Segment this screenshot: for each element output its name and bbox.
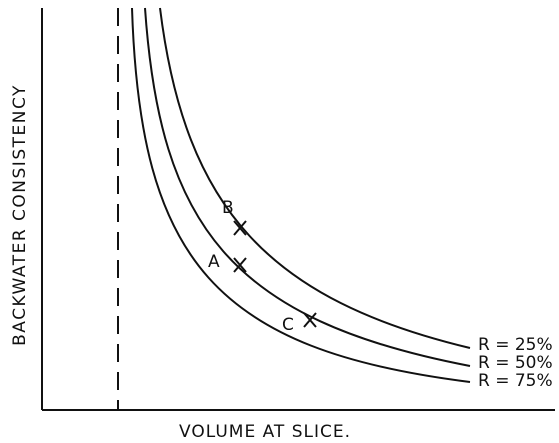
y-axis-label: BACKWATER CONSISTENCY (10, 84, 30, 346)
point-marks (233, 220, 317, 328)
x-axis-label: VOLUME AT SLICE. (179, 422, 351, 442)
curve-label: R = 25% (478, 335, 553, 355)
curve-label: R = 75% (478, 371, 553, 391)
point-label: B (222, 198, 234, 218)
point-label: C (282, 315, 294, 335)
curve (159, 7, 471, 349)
point-label: A (208, 252, 220, 272)
curve (131, 7, 471, 383)
curve-label: R = 50% (478, 353, 553, 373)
curve (144, 7, 471, 367)
